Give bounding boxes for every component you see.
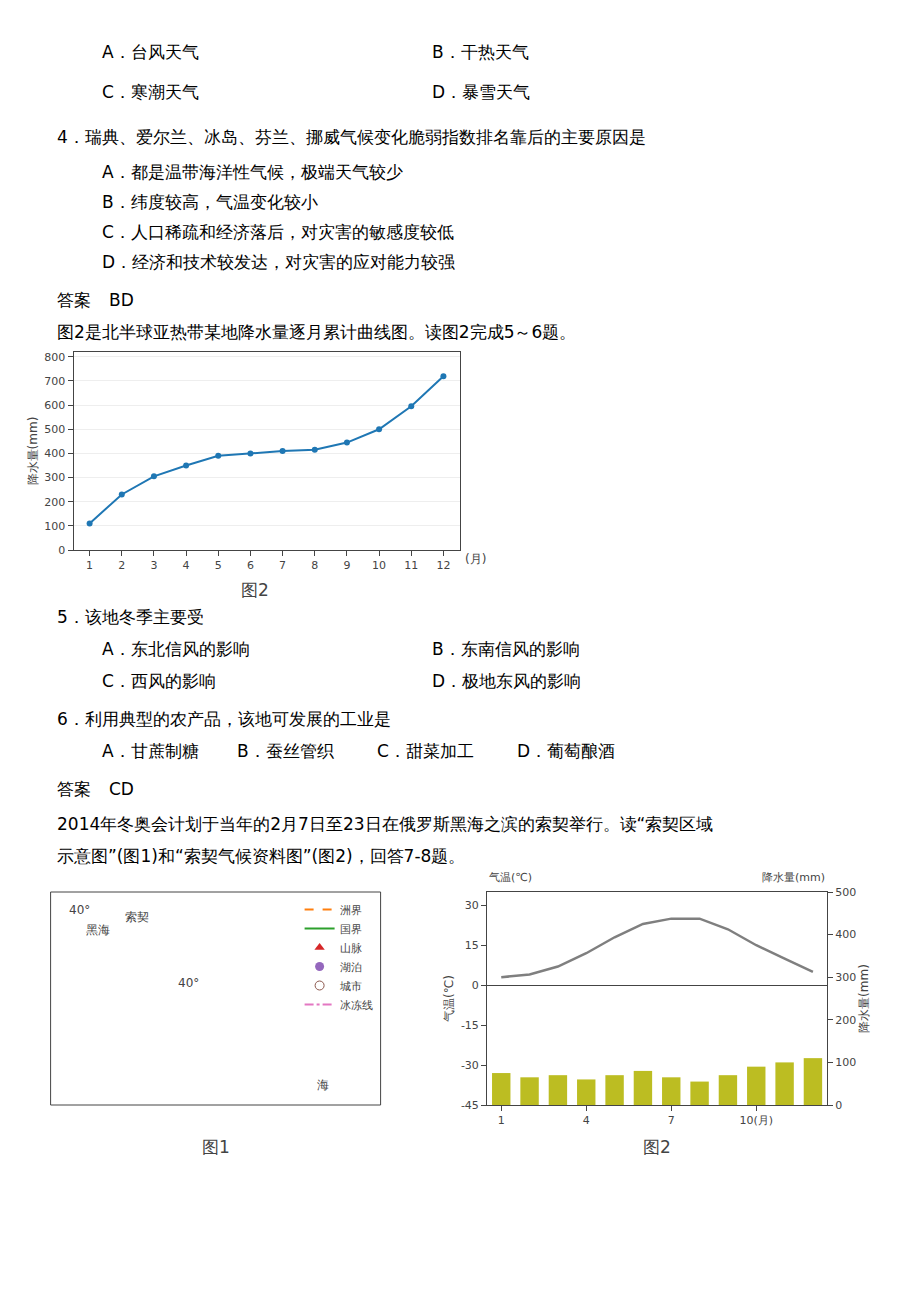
svg-text:C．西风的影响: C．西风的影响 — [102, 671, 216, 691]
svg-text:6．利用典型的农产品，该地可发展的工业是: 6．利用典型的农产品，该地可发展的工业是 — [57, 709, 391, 729]
svg-text:示意图”(图1)和“索契气候资料图”(图2)，回答7-8题。: 示意图”(图1)和“索契气候资料图”(图2)，回答7-8题。 — [57, 846, 465, 866]
svg-text:C．人口稀疏和经济落后，对灾害的敏感度较低: C．人口稀疏和经济落后，对灾害的敏感度较低 — [102, 222, 454, 242]
svg-text:山脉: 山脉 — [340, 942, 362, 955]
svg-text:降水量(mm): 降水量(mm) — [26, 417, 40, 486]
svg-text:15: 15 — [465, 939, 479, 952]
svg-text:冰冻线: 冰冻线 — [340, 999, 373, 1012]
svg-text:图2是北半球亚热带某地降水量逐月累计曲线图。读图2完成5～6: 图2是北半球亚热带某地降水量逐月累计曲线图。读图2完成5～6题。 — [57, 322, 576, 342]
svg-text:BD: BD — [109, 290, 134, 310]
svg-text:-15: -15 — [461, 1019, 479, 1032]
svg-text:A．都是温带海洋性气候，极端天气较少: A．都是温带海洋性气候，极端天气较少 — [102, 162, 403, 182]
svg-text:1: 1 — [498, 1114, 505, 1127]
svg-text:5: 5 — [215, 559, 222, 572]
svg-text:A．甘蔗制糖: A．甘蔗制糖 — [102, 741, 199, 761]
svg-text:2014年冬奥会计划于当年的2月7日至23日在俄罗斯黑海之滨: 2014年冬奥会计划于当年的2月7日至23日在俄罗斯黑海之滨的索契举行。读“索契… — [57, 814, 713, 834]
svg-text:400: 400 — [835, 928, 856, 941]
svg-text:9: 9 — [343, 559, 350, 572]
svg-text:洲界: 洲界 — [340, 904, 362, 917]
svg-text:图1: 图1 — [202, 1137, 230, 1157]
svg-text:图2: 图2 — [241, 580, 269, 600]
svg-text:4．瑞典、爱尔兰、冰岛、芬兰、挪威气候变化脆弱指数排名靠后的: 4．瑞典、爱尔兰、冰岛、芬兰、挪威气候变化脆弱指数排名靠后的主要原因是 — [57, 127, 646, 147]
svg-text:气温(℃): 气温(℃) — [489, 871, 532, 884]
svg-text:CD: CD — [109, 779, 134, 799]
svg-text:降水量(mm): 降水量(mm) — [857, 964, 871, 1033]
svg-text:100: 100 — [44, 520, 65, 533]
svg-text:降水量(mm): 降水量(mm) — [762, 871, 825, 884]
svg-text:0: 0 — [472, 979, 479, 992]
svg-text:D．经济和技术较发达，对灾害的应对能力较强: D．经济和技术较发达，对灾害的应对能力较强 — [102, 252, 455, 272]
svg-text:D．极地东风的影响: D．极地东风的影响 — [432, 671, 581, 691]
svg-text:500: 500 — [44, 423, 65, 436]
svg-text:B．蚕丝管织: B．蚕丝管织 — [237, 741, 334, 761]
svg-text:7: 7 — [668, 1114, 675, 1127]
svg-text:4: 4 — [583, 1114, 590, 1127]
svg-text:答案: 答案 — [57, 290, 91, 310]
svg-text:100: 100 — [835, 1056, 856, 1069]
svg-text:400: 400 — [44, 447, 65, 460]
svg-text:D．葡萄酿酒: D．葡萄酿酒 — [517, 741, 615, 761]
svg-text:C．寒潮天气: C．寒潮天气 — [102, 82, 199, 102]
svg-text:城市: 城市 — [339, 980, 362, 993]
svg-text:C．甜菜加工: C．甜菜加工 — [377, 741, 474, 761]
svg-text:黑海: 黑海 — [86, 923, 110, 937]
svg-text:7: 7 — [279, 559, 286, 572]
svg-text:0: 0 — [835, 1099, 842, 1112]
svg-text:气温(℃): 气温(℃) — [442, 975, 456, 1022]
svg-text:5．该地冬季主要受: 5．该地冬季主要受 — [57, 607, 204, 627]
svg-text:3: 3 — [150, 559, 157, 572]
svg-text:200: 200 — [835, 1014, 856, 1027]
svg-text:40°: 40° — [69, 903, 90, 917]
svg-text:6: 6 — [247, 559, 254, 572]
svg-text:2: 2 — [118, 559, 125, 572]
svg-text:300: 300 — [44, 471, 65, 484]
svg-text:500: 500 — [835, 886, 856, 899]
svg-text:30: 30 — [465, 899, 479, 912]
svg-text:-30: -30 — [461, 1059, 479, 1072]
svg-text:200: 200 — [44, 496, 65, 509]
svg-text:-45: -45 — [461, 1099, 479, 1112]
svg-text:湖泊: 湖泊 — [340, 961, 362, 974]
svg-text:600: 600 — [44, 399, 65, 412]
svg-text:图2: 图2 — [643, 1137, 671, 1157]
svg-text:国界: 国界 — [340, 923, 362, 936]
svg-text:12: 12 — [436, 559, 450, 572]
svg-text:4: 4 — [183, 559, 190, 572]
svg-text:(月): (月) — [465, 552, 486, 566]
svg-text:300: 300 — [835, 971, 856, 984]
svg-text:A．东北信风的影响: A．东北信风的影响 — [102, 639, 250, 659]
svg-text:索契: 索契 — [125, 910, 149, 924]
svg-text:40°: 40° — [178, 976, 199, 990]
svg-text:0: 0 — [58, 544, 65, 557]
svg-text:10(月): 10(月) — [739, 1114, 773, 1127]
svg-text:700: 700 — [44, 375, 65, 388]
svg-text:A．台风天气: A．台风天气 — [102, 42, 199, 62]
svg-text:海: 海 — [317, 1078, 329, 1092]
svg-text:答案: 答案 — [57, 779, 91, 799]
svg-text:B．纬度较高，气温变化较小: B．纬度较高，气温变化较小 — [102, 192, 318, 212]
svg-text:D．暴雪天气: D．暴雪天气 — [432, 82, 530, 102]
svg-text:8: 8 — [311, 559, 318, 572]
svg-text:10: 10 — [372, 559, 386, 572]
svg-text:B．东南信风的影响: B．东南信风的影响 — [432, 639, 580, 659]
svg-text:11: 11 — [404, 559, 418, 572]
svg-text:1: 1 — [86, 559, 93, 572]
svg-text:B．干热天气: B．干热天气 — [432, 42, 529, 62]
svg-text:800: 800 — [44, 351, 65, 364]
